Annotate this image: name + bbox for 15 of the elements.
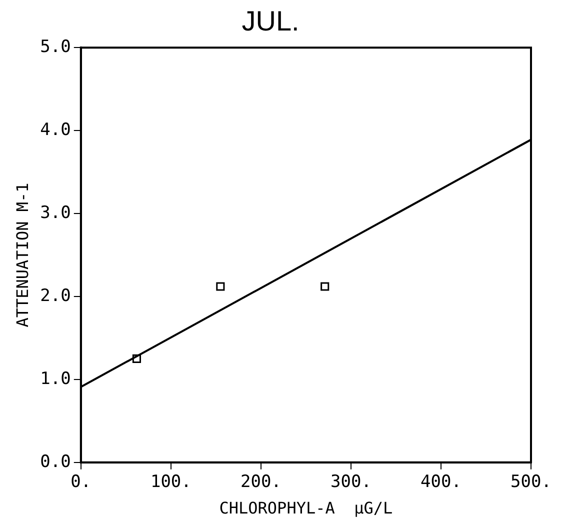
- y-tick-label: 3.0: [40, 202, 71, 223]
- y-axis-title: ATTENUATION M-1: [12, 182, 32, 328]
- y-tick-label: 2.0: [40, 286, 71, 306]
- x-axis-title: CHLOROPHYL-A µG/L: [219, 498, 393, 518]
- y-tick-label: 4.0: [40, 120, 71, 140]
- x-tick-label: 100.: [150, 472, 192, 492]
- y-tick-label: 5.0: [40, 37, 71, 58]
- x-tick-label: 400.: [420, 472, 462, 492]
- y-tick-label: 1.0: [40, 368, 71, 389]
- x-tick-label: 200.: [240, 472, 282, 492]
- x-tick-label: 500.: [510, 472, 552, 492]
- x-tick-label: 0.: [70, 472, 92, 492]
- x-tick-label: 300.: [330, 472, 372, 492]
- y-tick-label: 0.0: [40, 452, 71, 472]
- chart-title: JUL.: [242, 6, 300, 37]
